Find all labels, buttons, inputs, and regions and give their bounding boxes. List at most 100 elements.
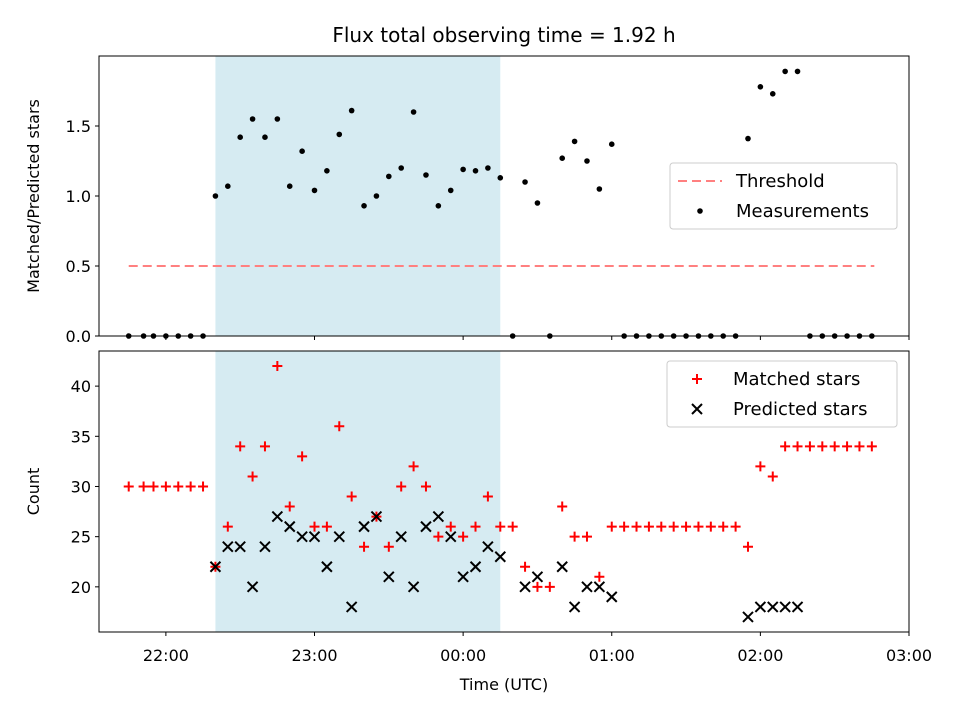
- data-point: [742, 611, 754, 623]
- data-point: [361, 203, 367, 209]
- data-point: [272, 361, 283, 372]
- legend: [669, 162, 898, 230]
- data-point: [767, 601, 779, 613]
- data-point: [249, 116, 256, 122]
- legend-label: Measurements: [736, 201, 869, 222]
- data-point: [594, 571, 605, 582]
- data-point: [396, 481, 407, 492]
- x-tick-label: 03:00: [886, 646, 932, 665]
- data-point: [593, 581, 606, 593]
- data-point: [407, 581, 420, 593]
- data-point: [745, 135, 751, 142]
- legend-box: [669, 162, 898, 230]
- data-point: [284, 520, 296, 533]
- y-axis-label: Matched/Predicted stars: [24, 99, 43, 293]
- data-point: [299, 148, 305, 154]
- data-point: [432, 510, 445, 523]
- data-point: [472, 168, 479, 174]
- data-point: [522, 179, 528, 185]
- data-point: [398, 165, 405, 171]
- data-point: [534, 200, 541, 206]
- data-point: [423, 172, 429, 178]
- y-tick-label: 1.0: [66, 187, 91, 206]
- data-point: [581, 581, 593, 593]
- data-point: [271, 510, 284, 523]
- data-point: [619, 521, 630, 532]
- data-point: [817, 441, 828, 452]
- data-point: [559, 155, 566, 161]
- data-point: [359, 541, 370, 552]
- data-point: [718, 521, 729, 532]
- data-point: [829, 441, 840, 452]
- data-point: [469, 561, 482, 573]
- panel-2: [95, 350, 910, 636]
- data-point: [470, 521, 481, 532]
- data-point: [386, 173, 392, 180]
- y-axis-label: Count: [24, 468, 43, 516]
- data-point: [246, 581, 259, 593]
- data-point: [780, 441, 791, 452]
- data-point: [485, 165, 491, 171]
- data-point: [209, 561, 222, 573]
- x-tick-label: 23:00: [291, 646, 337, 665]
- data-point: [222, 521, 233, 532]
- data-point: [123, 481, 134, 492]
- data-point: [767, 471, 778, 482]
- data-point: [842, 441, 853, 452]
- data-point: [782, 68, 788, 75]
- y-tick-label: 0.0: [66, 327, 91, 346]
- data-point: [520, 561, 531, 572]
- data-point: [433, 531, 444, 542]
- data-point: [420, 520, 432, 533]
- data-point: [395, 530, 407, 543]
- data-point: [779, 601, 791, 613]
- data-point: [148, 481, 159, 492]
- data-point: [308, 530, 321, 543]
- data-point: [460, 166, 466, 173]
- data-point: [333, 530, 345, 543]
- data-point: [866, 441, 877, 452]
- data-point: [705, 521, 716, 532]
- data-point: [569, 531, 580, 542]
- data-point: [173, 481, 184, 492]
- data-point: [804, 441, 815, 452]
- y-tick-label: 1.5: [66, 117, 91, 136]
- data-point: [410, 109, 417, 115]
- y-tick-label: 20: [71, 578, 91, 597]
- data-point: [311, 187, 318, 194]
- x-axis-label: Time (UTC): [459, 675, 548, 694]
- legend-label: Matched stars: [733, 369, 860, 390]
- data-point: [383, 541, 394, 552]
- data-point: [656, 521, 667, 532]
- data-point: [345, 601, 358, 613]
- shaded-interval: [215, 351, 501, 632]
- data-point: [854, 441, 865, 452]
- data-point: [334, 421, 345, 432]
- data-point: [383, 571, 395, 583]
- data-point: [336, 131, 343, 138]
- data-point: [608, 141, 615, 147]
- y-tick-label: 30: [71, 477, 91, 496]
- data-point: [794, 68, 801, 75]
- data-point: [309, 521, 320, 532]
- data-point: [497, 175, 504, 181]
- data-point: [532, 581, 543, 592]
- series-measurements: [125, 68, 875, 339]
- data-point: [420, 481, 431, 492]
- data-point: [321, 561, 333, 573]
- data-point: [568, 601, 581, 613]
- legend: [666, 360, 898, 428]
- data-point: [519, 581, 531, 593]
- data-point: [373, 193, 380, 199]
- data-point: [544, 581, 555, 592]
- data-point: [757, 84, 764, 90]
- axes-frame: [98, 350, 910, 633]
- data-point: [457, 571, 469, 583]
- data-point: [742, 541, 753, 552]
- series-matched-stars: [123, 361, 877, 592]
- data-point: [235, 441, 246, 452]
- data-point: [274, 116, 281, 122]
- data-point: [259, 441, 270, 452]
- data-point: [557, 501, 568, 512]
